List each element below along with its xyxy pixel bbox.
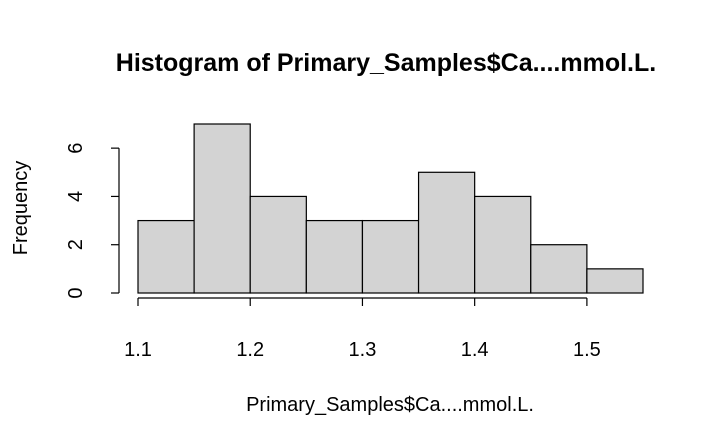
histogram-bar xyxy=(586,268,644,294)
histogram-bar xyxy=(137,219,195,294)
x-tick-label: 1.3 xyxy=(349,339,377,361)
y-axis: 0 2 4 6 xyxy=(65,143,120,299)
x-tick-label: 1.1 xyxy=(124,339,152,361)
histogram-bar xyxy=(249,195,307,294)
y-tick-label: 0 xyxy=(65,287,87,298)
x-tick-label: 1.5 xyxy=(573,339,601,361)
x-tick-label: 1.2 xyxy=(236,339,264,361)
x-axis-label: Primary_Samples$Ca....mmol.L. xyxy=(246,394,534,416)
histogram-bar xyxy=(305,219,364,294)
bars-group xyxy=(137,123,644,294)
y-tick-label: 2 xyxy=(65,239,87,250)
y-tick-label: 6 xyxy=(65,143,87,154)
histogram-bar xyxy=(361,219,420,294)
y-tick-label: 4 xyxy=(65,191,87,202)
histogram-bar xyxy=(417,171,476,294)
y-axis-label: Frequency xyxy=(10,161,32,256)
histogram-bar xyxy=(530,244,588,294)
histogram-bar xyxy=(474,195,532,294)
chart-title: Histogram of Primary_Samples$Ca....mmol.… xyxy=(116,49,656,77)
x-axis: 1.1 1.2 1.3 1.4 1.5 xyxy=(124,297,601,361)
x-tick-label: 1.4 xyxy=(461,339,489,361)
histogram-bar xyxy=(193,123,251,294)
